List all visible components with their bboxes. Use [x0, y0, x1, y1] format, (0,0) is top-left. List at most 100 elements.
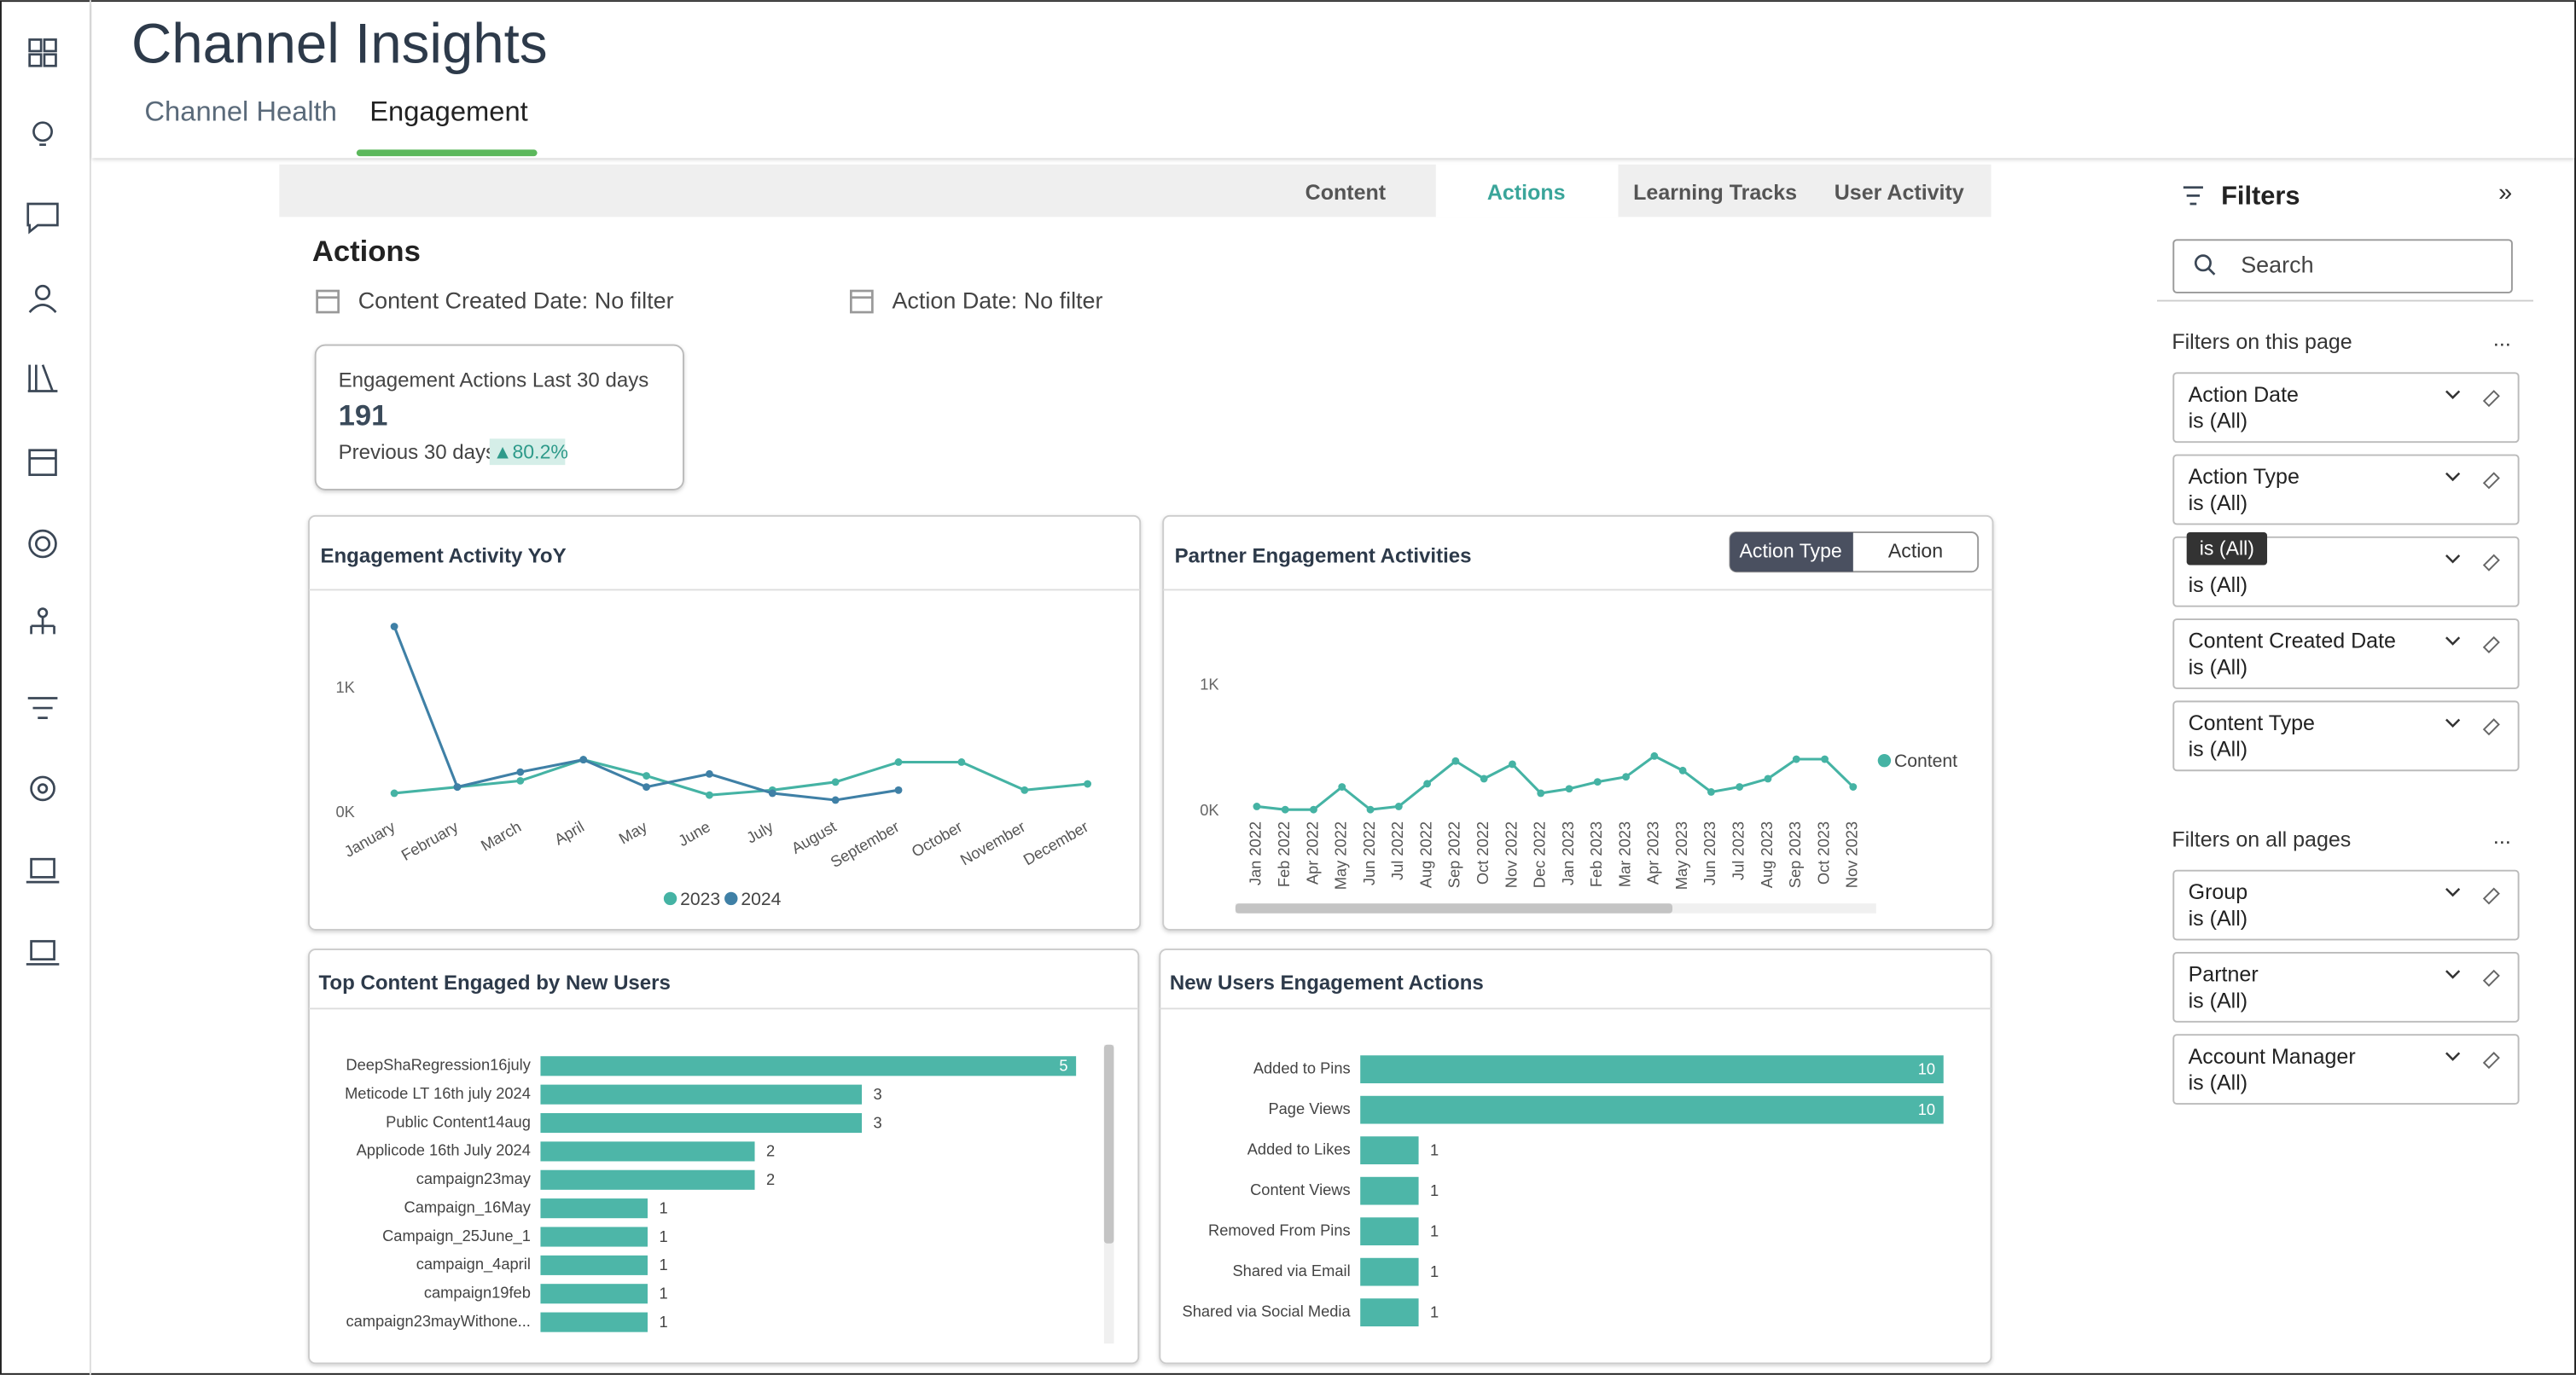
- category-label: campaign23may: [416, 1169, 532, 1187]
- data-point: [1423, 780, 1432, 788]
- bar: [540, 1112, 863, 1134]
- data-point: [831, 796, 840, 804]
- bar: [540, 1141, 755, 1162]
- x-tick-label: Jul 2022: [1388, 821, 1406, 880]
- filter-card[interactable]: [2172, 372, 2520, 444]
- x-tick-label: Sep 2022: [1445, 821, 1463, 888]
- filter-card[interactable]: [2172, 700, 2520, 772]
- chevron[interactable]: [2445, 472, 2461, 482]
- subtab-active[interactable]: Actions: [1487, 181, 1566, 205]
- toggle-option[interactable]: Action Type: [1740, 539, 1842, 561]
- nav-icon[interactable]: [27, 364, 58, 392]
- data-point: [1792, 755, 1800, 763]
- subtab[interactable]: User Activity: [1835, 181, 1964, 205]
- toggle-active[interactable]: [1730, 532, 1853, 572]
- tab[interactable]: Channel Health: [144, 96, 337, 127]
- bar: [540, 1312, 648, 1332]
- clear-icon[interactable]: [2482, 635, 2500, 653]
- section-title: Actions: [312, 235, 421, 268]
- category-label: Applicode 16th July 2024: [357, 1141, 531, 1159]
- more-button[interactable]: ...: [2493, 327, 2511, 351]
- collapse-button[interactable]: »: [2498, 179, 2512, 206]
- filter-state: is (All): [2189, 491, 2247, 515]
- nav-icon[interactable]: [27, 697, 58, 719]
- date-filter[interactable]: Content Created Date: No filter: [358, 288, 674, 314]
- filter-name: Partner: [2189, 963, 2259, 987]
- kpi-change-bg: [489, 438, 566, 466]
- x-tick-label: May 2023: [1672, 821, 1690, 890]
- chevron[interactable]: [2445, 718, 2461, 728]
- data-point: [1565, 785, 1573, 793]
- search-box[interactable]: [2172, 239, 2513, 293]
- chevron[interactable]: [2445, 970, 2461, 979]
- kpi-label: Engagement Actions Last 30 days: [339, 368, 649, 392]
- chevron[interactable]: [2445, 554, 2461, 564]
- nav-icon[interactable]: [28, 38, 43, 53]
- clear-icon[interactable]: [2482, 969, 2500, 987]
- x-tick-label: Sep 2023: [1786, 821, 1804, 888]
- data-label: 10: [1918, 1059, 1935, 1077]
- filter-name: Group: [2189, 880, 2248, 904]
- data-label: 1: [1430, 1221, 1439, 1239]
- clear-icon[interactable]: [2482, 472, 2500, 490]
- filter-card[interactable]: [2172, 618, 2520, 689]
- data-point: [1021, 786, 1029, 794]
- clear-icon[interactable]: [2482, 554, 2500, 571]
- data-point: [390, 789, 398, 798]
- filter-name: Account Manager: [2189, 1045, 2356, 1069]
- data-point: [1849, 783, 1858, 791]
- filter-card[interactable]: [2172, 1034, 2520, 1105]
- chevron[interactable]: [2445, 636, 2461, 646]
- clear-icon[interactable]: [2482, 390, 2500, 408]
- clear-icon[interactable]: [2482, 887, 2500, 905]
- v-scrollbar[interactable]: [1103, 1044, 1114, 1244]
- x-tick-label: Dec 2022: [1531, 821, 1549, 888]
- subtab[interactable]: Learning Tracks: [1633, 181, 1797, 205]
- data-label: 1: [1430, 1302, 1439, 1320]
- y-tick-label: 0K: [1200, 801, 1218, 819]
- chevron[interactable]: [2445, 1052, 2461, 1061]
- data-point: [1281, 805, 1289, 814]
- subtab[interactable]: Content: [1305, 181, 1387, 205]
- toggle-option[interactable]: Action: [1888, 539, 1943, 561]
- filter-card[interactable]: [2172, 454, 2520, 525]
- y-tick-label: 1K: [1200, 675, 1218, 693]
- filter-card[interactable]: [2172, 869, 2520, 941]
- nav-icon[interactable]: [32, 121, 53, 142]
- nav-icon[interactable]: [28, 449, 57, 477]
- bar: [540, 1227, 648, 1247]
- y-tick-label: 1K: [336, 678, 355, 696]
- nav-icon[interactable]: [30, 940, 55, 960]
- data-label: 3: [874, 1085, 882, 1103]
- data-label: 1: [1430, 1181, 1439, 1199]
- chart-title: Top Content Engaged by New Users: [319, 972, 671, 995]
- nav-icon[interactable]: [26, 202, 59, 235]
- nav-icon[interactable]: [28, 529, 57, 559]
- bar: [540, 1169, 755, 1190]
- nav-icon[interactable]: [30, 857, 55, 879]
- chevron[interactable]: [2445, 390, 2461, 399]
- date-filter[interactable]: Action Date: No filter: [892, 288, 1102, 314]
- x-tick-label: Apr 2022: [1303, 821, 1321, 885]
- data-label: 1: [659, 1313, 667, 1331]
- category-label: Page Views: [1268, 1099, 1350, 1117]
- data-label: 2: [766, 1142, 775, 1160]
- category-label: Shared via Email: [1232, 1262, 1350, 1279]
- tab-active[interactable]: Engagement: [369, 96, 528, 127]
- data-point: [894, 786, 903, 794]
- category-label: Campaign_25June_1: [382, 1227, 531, 1245]
- nav-icon[interactable]: [35, 284, 51, 300]
- filter-card[interactable]: [2172, 951, 2520, 1023]
- legend-swatch: [663, 891, 677, 906]
- clear-icon[interactable]: [2482, 1052, 2500, 1070]
- tooltip-bg: [2186, 532, 2268, 566]
- nav-icon[interactable]: [37, 607, 49, 618]
- clear-icon[interactable]: [2482, 718, 2500, 736]
- nav-icon[interactable]: [30, 775, 55, 802]
- legend-label: 2023: [680, 890, 720, 909]
- kpi-card: [314, 344, 684, 490]
- h-scrollbar[interactable]: [1235, 903, 1673, 914]
- data-point: [1394, 803, 1403, 810]
- chevron[interactable]: [2445, 887, 2461, 897]
- more-button[interactable]: ...: [2493, 825, 2511, 849]
